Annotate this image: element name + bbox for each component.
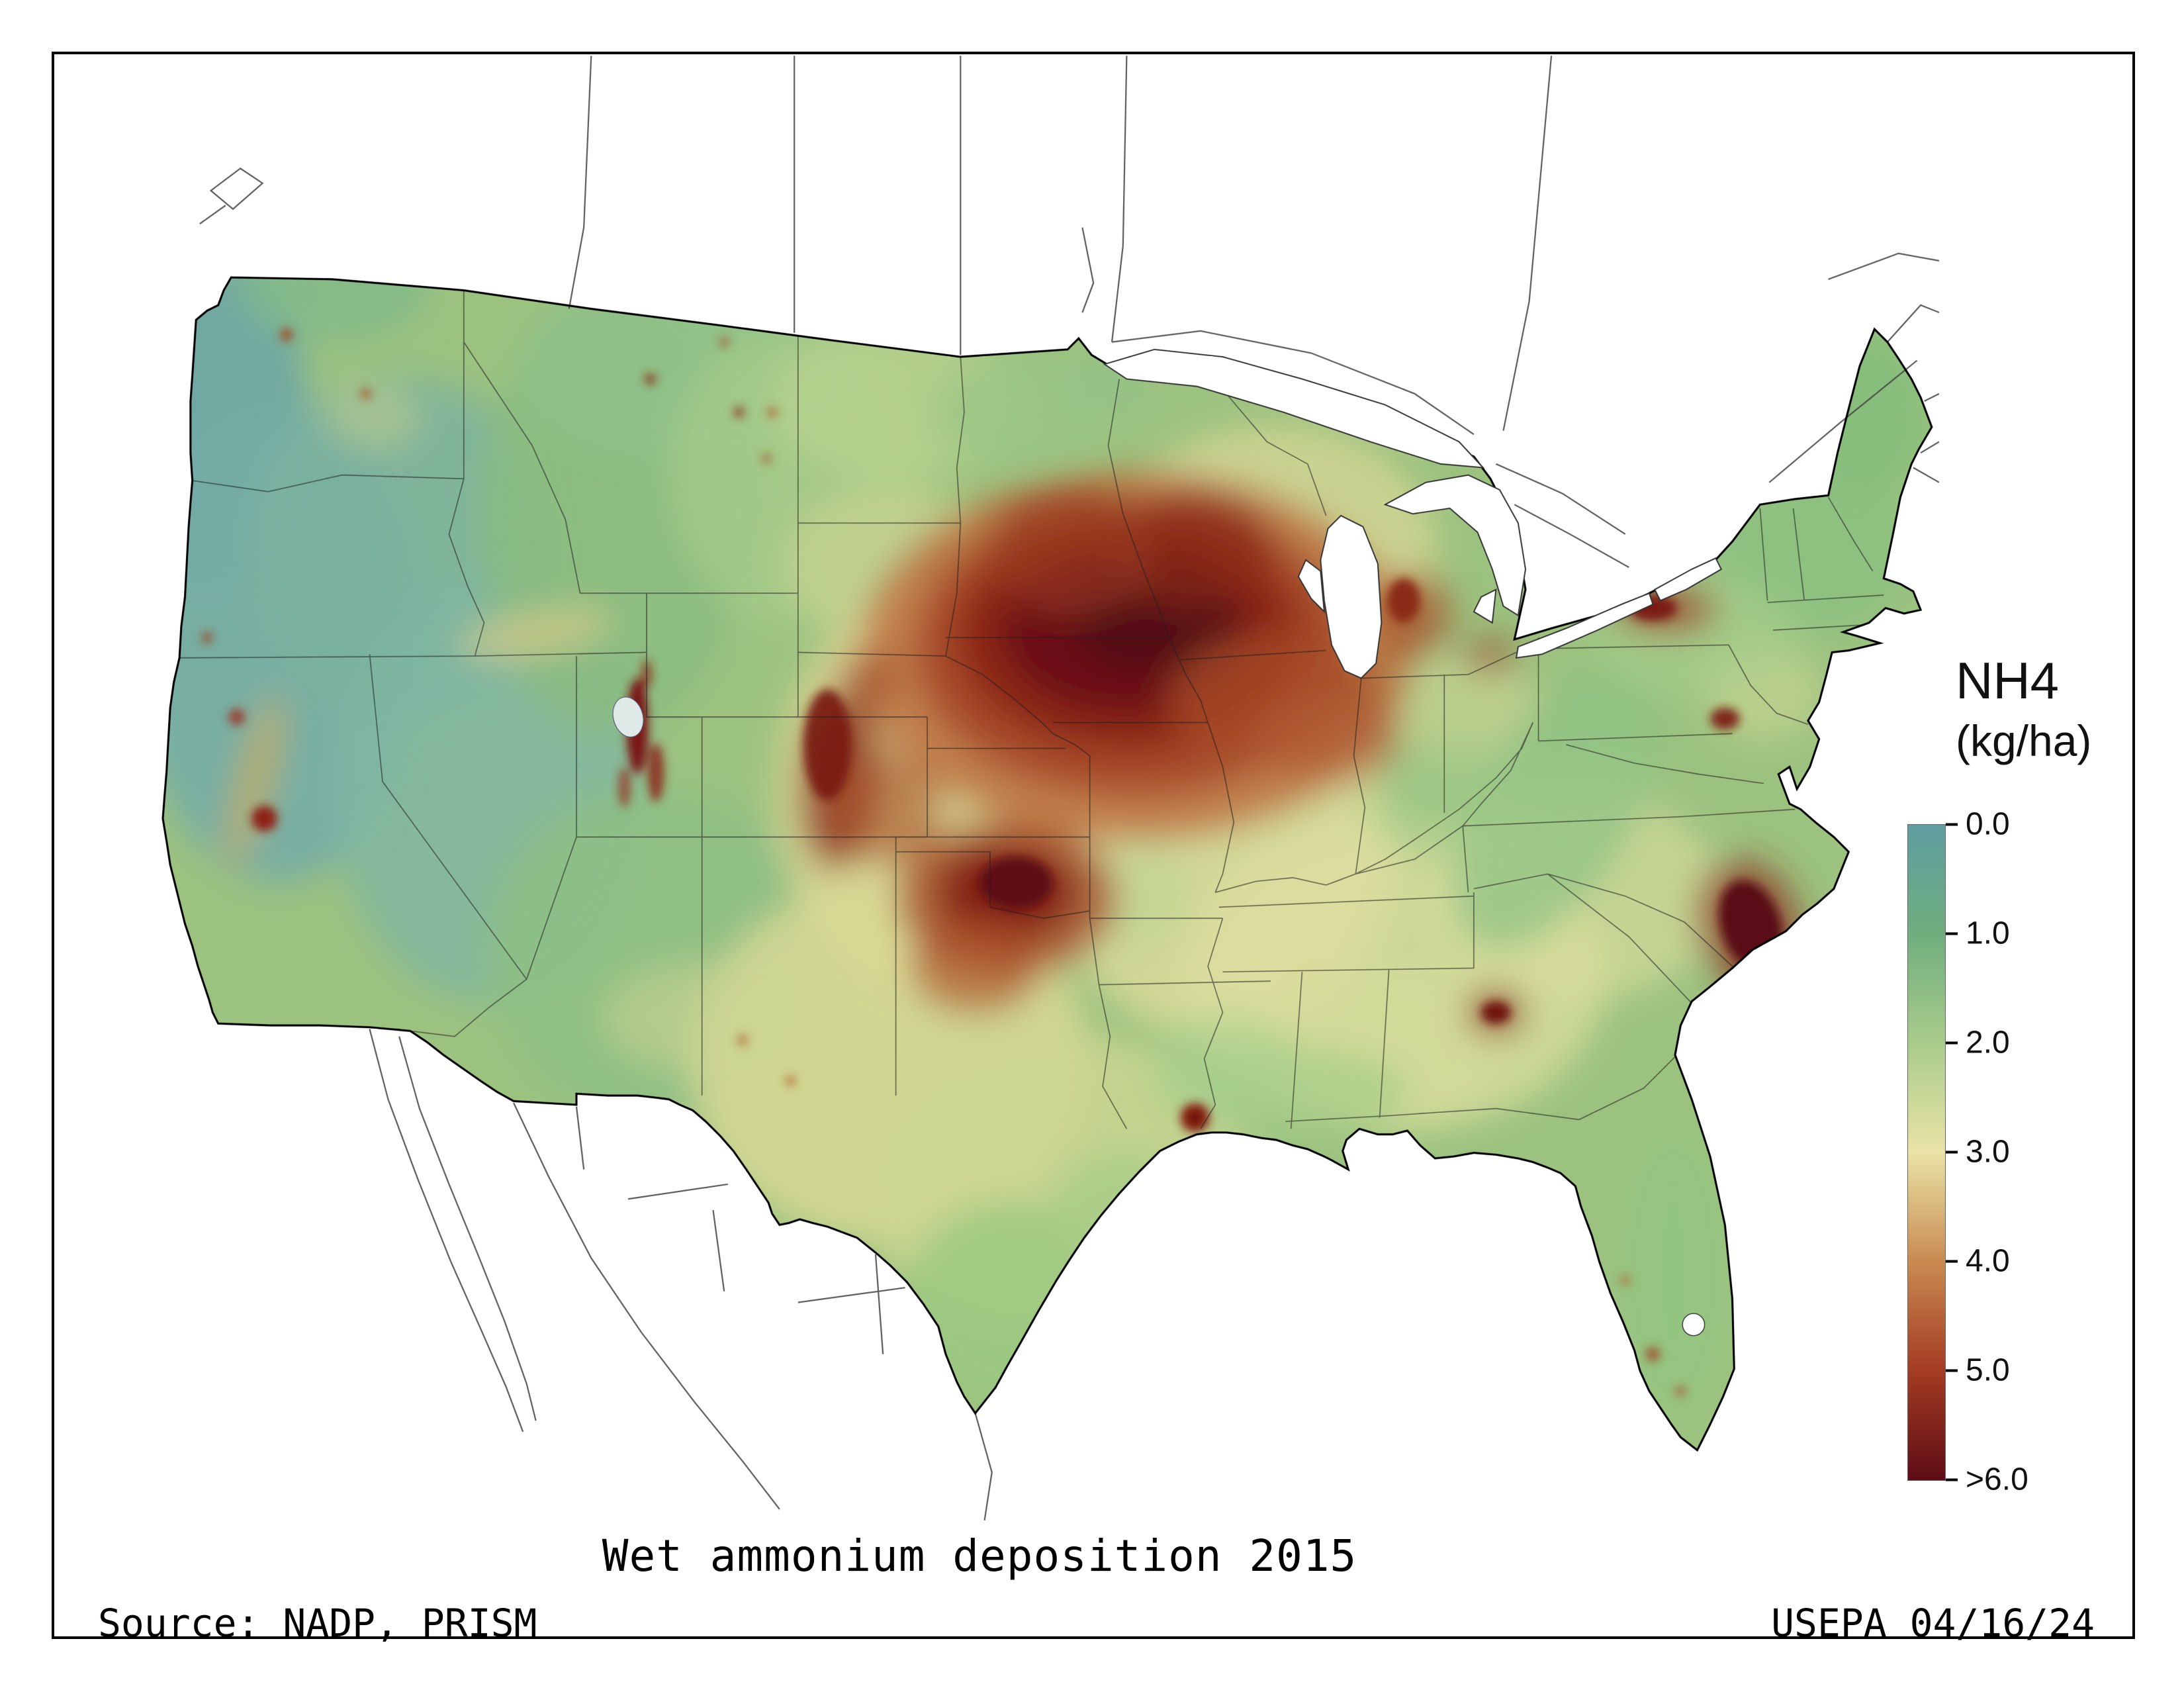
lake-huron [1383,474,1527,617]
tick-label: 4.0 [1966,1243,2010,1279]
tick-label: 1.0 [1966,915,2010,951]
lake-michigan [1320,514,1383,679]
legend-tick: 4.0 [1946,1243,2010,1280]
legend-tick: >6.0 [1946,1462,2028,1498]
great-lakes [612,348,1723,1336]
legend-tick: 3.0 [1946,1134,2010,1170]
tick-mark [1946,1369,1958,1372]
lake-okeechobee [1682,1313,1706,1336]
mexico-outline [369,1029,993,1521]
legend-tick: 5.0 [1946,1352,2010,1389]
legend-title: NH4 (kg/ha) [1956,649,2091,768]
tick-label: 5.0 [1966,1352,2010,1388]
us-deposition-map [161,56,1939,1521]
lake-superior [1103,348,1485,469]
tick-label: 2.0 [1966,1025,2010,1060]
tick-mark [1946,1041,1958,1044]
tick-mark [1946,1260,1958,1262]
tick-label: >6.0 [1966,1462,2028,1497]
saginaw-bay [1473,588,1497,624]
lake-erie [1515,592,1654,659]
tick-label: 0.0 [1966,806,2010,842]
legend-colorbar [1907,824,1946,1481]
tick-mark [1946,1478,1958,1481]
tick-mark [1946,932,1958,935]
legend-title-units: (kg/ha) [1956,716,2092,765]
agency-date: USEPA 04/16/24 [1771,1601,2095,1646]
source-note: Source: NADP, PRISM [98,1601,537,1646]
tick-label: 3.0 [1966,1134,2010,1170]
legend-tick: 2.0 [1946,1025,2010,1061]
tick-mark [1946,823,1958,825]
green-bay [1297,559,1326,614]
state-borders [179,290,1884,1129]
great-salt-lake [612,696,644,737]
legend-tick: 0.0 [1946,806,2010,843]
legend-tick: 1.0 [1946,915,2010,952]
us-raster [163,277,1932,1450]
tick-mark [1946,1150,1958,1153]
map-title: Wet ammonium deposition 2015 [602,1530,1357,1581]
figure-border [52,52,2135,1639]
lake-ontario [1654,557,1723,602]
canada-outline [199,56,1939,569]
legend-title-variable: NH4 [1956,651,2060,710]
